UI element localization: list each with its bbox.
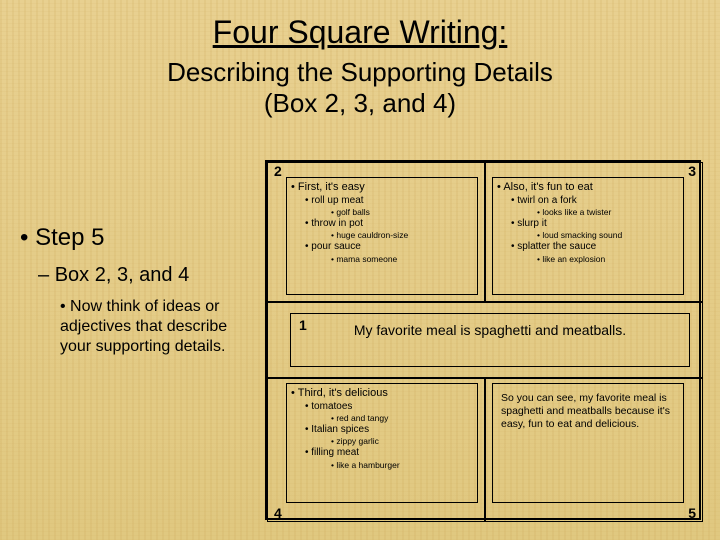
box2-b1: • huge cauldron-size [331, 230, 473, 241]
box3-c: • splatter the sauce [511, 241, 679, 254]
box2-c: • pour sauce [305, 241, 473, 254]
box3-a1: • looks like a twister [537, 207, 679, 218]
page-title: Four Square Writing: [0, 0, 720, 51]
box4-inner: • Third, it's delicious • tomatoes • red… [286, 383, 478, 503]
box3-head: • Also, it's fun to eat [497, 181, 679, 195]
page-subtitle: Describing the Supporting Details (Box 2… [0, 57, 720, 119]
box4-b1: • zippy garlic [331, 436, 473, 447]
center-box: 1 My favorite meal is spaghetti and meat… [290, 313, 690, 367]
box-number-4: 4 [270, 505, 286, 521]
box3-b1: • loud smacking sound [537, 230, 679, 241]
box2-b: • throw in pot [305, 218, 473, 231]
step-body: Now think of ideas or adjectives that de… [60, 297, 240, 357]
step-sub: Box 2, 3, and 4 [38, 264, 240, 287]
box3-a: • twirl on a fork [511, 195, 679, 208]
box4-b: • Italian spices [305, 424, 473, 437]
subtitle-line1: Describing the Supporting Details [167, 57, 553, 87]
box4-c: • filling meat [305, 447, 473, 460]
quadrant-3: 3 • Also, it's fun to eat • twirl on a f… [485, 162, 703, 302]
box-number-3: 3 [684, 163, 700, 179]
box5-inner: So you can see, my favorite meal is spag… [492, 383, 684, 503]
quadrant-1: 1 My favorite meal is spaghetti and meat… [267, 302, 703, 378]
box4-c1: • like a hamburger [331, 460, 473, 471]
box-number-1: 1 [299, 317, 307, 333]
box3-b: • slurp it [511, 218, 679, 231]
box4-a1: • red and tangy [331, 413, 473, 424]
box-number-5: 5 [684, 505, 700, 521]
center-text: My favorite meal is spaghetti and meatba… [354, 322, 626, 338]
box2-c1: • mama someone [331, 254, 473, 265]
box2-inner: • First, it's easy • roll up meat • golf… [286, 177, 478, 295]
box2-a: • roll up meat [305, 195, 473, 208]
box-number-2: 2 [270, 163, 286, 179]
box3-c1: • like an explosion [537, 254, 679, 265]
left-column: Step 5 Box 2, 3, and 4 Now think of idea… [20, 224, 240, 357]
box4-head: • Third, it's delicious [291, 387, 473, 401]
box2-head: • First, it's easy [291, 181, 473, 195]
quadrant-5: 5 So you can see, my favorite meal is sp… [485, 378, 703, 522]
quadrant-4: 4 • Third, it's delicious • tomatoes • r… [267, 378, 485, 522]
box4-a: • tomatoes [305, 401, 473, 414]
box2-a1: • golf balls [331, 207, 473, 218]
subtitle-line2: (Box 2, 3, and 4) [264, 88, 456, 118]
step-heading: Step 5 [20, 224, 240, 252]
four-square-diagram: 2 • First, it's easy • roll up meat • go… [265, 160, 701, 520]
box3-inner: • Also, it's fun to eat • twirl on a for… [492, 177, 684, 295]
quadrant-2: 2 • First, it's easy • roll up meat • go… [267, 162, 485, 302]
